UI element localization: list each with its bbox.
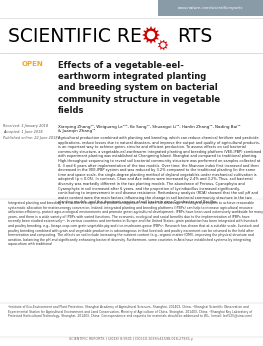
Text: ¹Institute of Eco-Environment and Plant Protection, Shanghai Academy of Agricult: ¹Institute of Eco-Environment and Plant … [8, 305, 252, 318]
Text: earthworm integrated planting: earthworm integrated planting [58, 72, 206, 81]
Text: Accepted: 1 June 2018: Accepted: 1 June 2018 [3, 130, 43, 134]
Text: SCIENTIFIC REPORTS | (2018) 8:9501 | DOI:10.1038/s41598-018-27935-y: SCIENTIFIC REPORTS | (2018) 8:9501 | DOI… [69, 337, 193, 341]
Text: Xianping Zhang¹², Weiguang Le¹²³, Ke Song¹¹, Shuangxi Li¹², Hanlin Zhang¹², Nadi: Xianping Zhang¹², Weiguang Le¹²³, Ke Son… [58, 124, 240, 133]
Text: Published online: 22 June 2018: Published online: 22 June 2018 [3, 136, 58, 140]
Text: Received: 3 January 2018: Received: 3 January 2018 [3, 124, 48, 128]
Text: www.nature.com/scientificreports: www.nature.com/scientificreports [177, 7, 243, 10]
Circle shape [148, 31, 154, 38]
Polygon shape [158, 40, 168, 50]
Text: Effects of a vegetable-eel-: Effects of a vegetable-eel- [58, 61, 184, 70]
Text: and breeding system on bacterial: and breeding system on bacterial [58, 83, 218, 92]
Text: SCIENTIFIC RE: SCIENTIFIC RE [8, 27, 142, 46]
Text: community structure in vegetable: community structure in vegetable [58, 94, 220, 103]
Text: fields: fields [58, 106, 84, 115]
Text: RTS: RTS [177, 27, 212, 46]
Polygon shape [143, 27, 159, 44]
Bar [158, 0, 263, 16]
Circle shape [161, 43, 165, 47]
Text: Integrated planting and breeding is a circular eco-agricultural production appro: Integrated planting and breeding is a ci… [8, 201, 263, 246]
Text: OPEN: OPEN [22, 61, 44, 67]
Text: Agricultural production combined with planting and breeding, which can reduce ch: Agricultural production combined with pl… [58, 136, 261, 204]
